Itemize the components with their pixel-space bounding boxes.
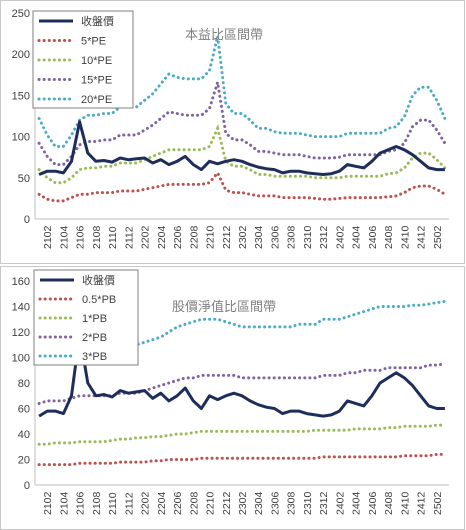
legend: 收盤價 0.5*PB 1*PB 2*PB 3*PB [33, 269, 139, 366]
legend: 收盤價 5*PE 10*PE 15*PE 20*PE [32, 10, 134, 109]
pe-band-chart: 0 50 100 150 200 250 2102 2104 2106 2108 2110 2112 2… [12, 8, 449, 249]
legend-label: 20*PE [81, 94, 112, 106]
pe-band-chart-panel: 0 50 100 150 200 250 2102 2104 2106 2108 2110 2112 2… [0, 0, 465, 264]
x-tick-label: 2306 [269, 491, 281, 515]
x-tick-label: 2304 [253, 491, 265, 515]
x-tick-label: 2204 [156, 491, 168, 515]
y-tick-label: 40 [18, 429, 30, 441]
x-tick-label: 2408 [383, 225, 395, 249]
chart-title: 股價淨值比區間帶 [172, 299, 276, 314]
y-tick-label: 0 [24, 214, 30, 226]
x-tick-label: 2312 [318, 491, 330, 515]
x-tick-label: 2412 [416, 491, 428, 515]
y-tick-label: 200 [12, 49, 30, 61]
x-tick-label: 2410 [399, 491, 411, 515]
series-line-0 [38, 120, 445, 176]
legend-label: 3*PB [82, 351, 107, 363]
x-tick-label: 2108 [91, 225, 103, 249]
x-tick-label: 2110 [107, 226, 119, 249]
x-tick-label: 2408 [383, 491, 395, 515]
x-tick-label: 2106 [75, 225, 87, 249]
x-tick-label: 2312 [318, 225, 330, 249]
legend-label: 5*PE [81, 36, 106, 48]
x-tick-label: 2208 [188, 225, 200, 249]
legend-label: 收盤價 [82, 273, 115, 287]
y-tick-label: 150 [12, 90, 30, 102]
legend-label: 0.5*PB [82, 294, 116, 306]
pb-band-chart-panel: 0 20 40 60 80 100 120 140 160 2102 2104 2106 2108 211… [0, 266, 465, 530]
x-tick-label: 2106 [75, 491, 87, 515]
x-tick-label: 2104 [58, 225, 70, 249]
x-tick-label: 2204 [156, 225, 168, 249]
x-tick-label: 2206 [172, 225, 184, 249]
series-line-4 [37, 299, 447, 365]
x-tick-label: 2112 [123, 492, 135, 515]
legend-label: 15*PE [81, 75, 112, 87]
x-tick-label: 2212 [221, 225, 233, 249]
y-tick-label: 60 [18, 404, 30, 416]
legend-label: 10*PE [81, 55, 112, 67]
legend-label: 收盤價 [81, 14, 114, 28]
x-tick-label: 2112 [123, 226, 135, 249]
y-tick-label: 80 [18, 378, 30, 390]
x-tick-label: 2202 [140, 491, 152, 515]
x-tick-label: 2310 [302, 491, 314, 515]
y-tick-label: 0 [24, 480, 30, 492]
series-line-3 [37, 81, 447, 167]
y-tick-label: 160 [12, 276, 30, 288]
legend-label: 2*PB [82, 332, 107, 344]
x-tick-label: 2402 [334, 491, 346, 515]
x-tick-label: 2210 [205, 225, 217, 249]
y-tick-label: 100 [12, 353, 30, 365]
series-line-2 [37, 423, 447, 446]
series-line-1 [37, 170, 447, 203]
x-tick-label: 2412 [416, 225, 428, 249]
legend-label: 1*PB [82, 313, 107, 325]
x-tick-label: 2208 [188, 491, 200, 515]
y-tick-label: 50 [18, 173, 30, 185]
x-tick-label: 2206 [172, 491, 184, 515]
x-tick-label: 2406 [367, 491, 379, 515]
chart-title: 本益比區間帶 [185, 27, 263, 42]
x-tick-label: 2304 [253, 225, 265, 249]
x-tick-label: 2402 [334, 225, 346, 249]
x-tick-label: 2202 [140, 225, 152, 249]
x-tick-label: 2108 [91, 491, 103, 515]
x-tick-label: 2502 [432, 225, 444, 249]
x-tick-label: 2110 [107, 492, 119, 515]
x-tick-label: 2308 [286, 225, 298, 249]
x-tick-label: 2308 [286, 491, 298, 515]
y-tick-label: 250 [12, 8, 30, 20]
x-tick-label: 2406 [367, 225, 379, 249]
x-tick-label: 2410 [399, 225, 411, 249]
x-tick-label: 2502 [432, 491, 444, 515]
series-line-2 [37, 123, 447, 185]
x-tick-label: 2102 [42, 491, 54, 515]
y-tick-label: 100 [12, 132, 30, 144]
x-tick-label: 2302 [237, 491, 249, 515]
x-tick-label: 2212 [221, 491, 233, 515]
pb-band-chart: 0 20 40 60 80 100 120 140 160 2102 2104 2106 2108 211… [12, 269, 449, 515]
x-tick-label: 2404 [351, 225, 363, 249]
y-tick-label: 20 [18, 455, 30, 467]
x-tick-label: 2210 [205, 491, 217, 515]
x-tick-label: 2302 [237, 225, 249, 249]
x-tick-label: 2104 [58, 491, 70, 515]
x-tick-label: 2404 [351, 491, 363, 515]
x-tick-label: 2306 [269, 225, 281, 249]
series-line-1 [37, 452, 447, 467]
series-line-4 [37, 35, 447, 148]
series-line-0 [38, 333, 445, 418]
x-tick-label: 2310 [302, 225, 314, 249]
y-tick-label: 140 [12, 302, 30, 314]
x-tick-label: 2102 [42, 225, 54, 249]
y-tick-label: 120 [12, 327, 30, 339]
